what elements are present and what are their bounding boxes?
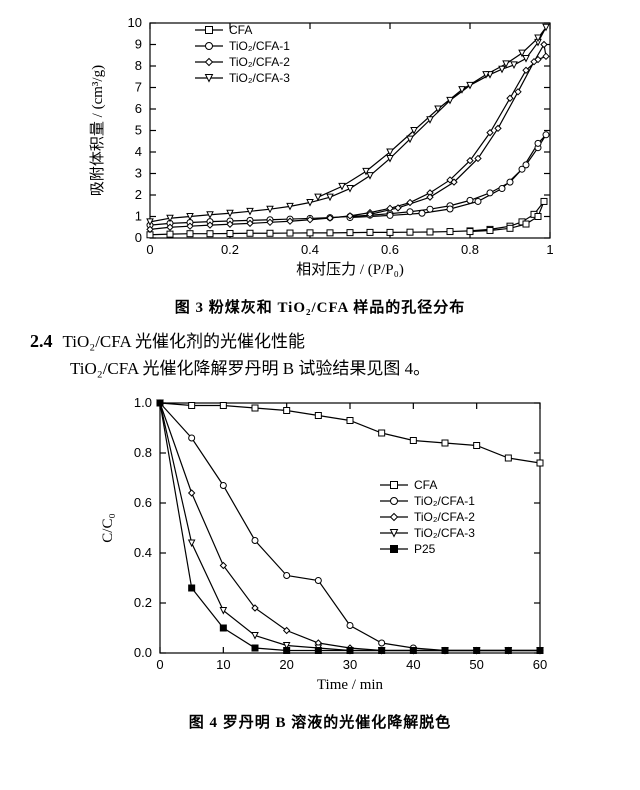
svg-text:30: 30 bbox=[343, 657, 357, 672]
svg-text:20: 20 bbox=[279, 657, 293, 672]
fig4-chart: 0 10 20 30 40 50 60 0.0 0.2 0.4 0.6 0.8 1.0 Time / mi… bbox=[70, 385, 570, 705]
fig4-caption: 图 4 罗丹明 B 溶液的光催化降解脱色 bbox=[189, 711, 452, 732]
svg-text:TiO₂/CFA-3: TiO₂/CFA-3 bbox=[414, 526, 475, 540]
svg-text:0.4: 0.4 bbox=[301, 242, 319, 257]
svg-text:CFA: CFA bbox=[414, 478, 437, 492]
svg-text:TiO₂/CFA-3: TiO₂/CFA-3 bbox=[229, 71, 290, 85]
svg-text:0.0: 0.0 bbox=[134, 645, 152, 660]
svg-text:TiO₂/CFA-2: TiO₂/CFA-2 bbox=[414, 510, 475, 524]
section-number: 2.4 bbox=[30, 331, 53, 352]
svg-text:0.2: 0.2 bbox=[134, 595, 152, 610]
svg-text:50: 50 bbox=[469, 657, 483, 672]
svg-text:60: 60 bbox=[533, 657, 547, 672]
svg-text:0: 0 bbox=[146, 242, 153, 257]
svg-text:相对压力 / (P/P₀): 相对压力 / (P/P₀) bbox=[296, 261, 404, 278]
svg-text:1.0: 1.0 bbox=[134, 395, 152, 410]
svg-text:8: 8 bbox=[135, 58, 142, 73]
section-title: TiO₂/CFA 光催化剂的光催化性能 bbox=[63, 327, 306, 352]
svg-text:5: 5 bbox=[135, 123, 142, 138]
figure-4: 0 10 20 30 40 50 60 0.0 0.2 0.4 0.6 0.8 1.0 Time / mi… bbox=[10, 385, 630, 740]
svg-text:3: 3 bbox=[135, 166, 142, 181]
svg-text:4: 4 bbox=[135, 144, 142, 159]
svg-text:0.6: 0.6 bbox=[381, 242, 399, 257]
svg-text:6: 6 bbox=[135, 101, 142, 116]
svg-text:1: 1 bbox=[546, 242, 553, 257]
svg-text:C/C₀: C/C₀ bbox=[100, 513, 116, 542]
svg-text:TiO₂/CFA-1: TiO₂/CFA-1 bbox=[414, 494, 475, 508]
svg-text:P25: P25 bbox=[414, 542, 436, 556]
svg-text:0.4: 0.4 bbox=[134, 545, 152, 560]
svg-text:0.2: 0.2 bbox=[221, 242, 239, 257]
section-body: TiO₂/CFA 光催化降解罗丹明 B 试验结果见图 4。 bbox=[70, 354, 630, 379]
fig3-chart: 00.20.40.60.81012345678910相对压力 / (P/P₀)吸… bbox=[60, 5, 580, 290]
svg-text:TiO₂/CFA-2: TiO₂/CFA-2 bbox=[229, 55, 290, 69]
svg-text:0: 0 bbox=[156, 657, 163, 672]
svg-text:0.6: 0.6 bbox=[134, 495, 152, 510]
svg-text:10: 10 bbox=[216, 657, 230, 672]
svg-text:9: 9 bbox=[135, 37, 142, 52]
section-heading: 2.4 TiO₂/CFA 光催化剂的光催化性能 bbox=[30, 327, 630, 352]
figure-3: 00.20.40.60.81012345678910相对压力 / (P/P₀)吸… bbox=[10, 5, 630, 325]
svg-text:1: 1 bbox=[135, 209, 142, 224]
svg-text:0.8: 0.8 bbox=[134, 445, 152, 460]
svg-text:7: 7 bbox=[135, 80, 142, 95]
svg-text:2: 2 bbox=[135, 187, 142, 202]
svg-text:40: 40 bbox=[406, 657, 420, 672]
svg-text:CFA: CFA bbox=[229, 23, 252, 37]
svg-text:吸附体积量 / (cm³/g): 吸附体积量 / (cm³/g) bbox=[89, 65, 106, 196]
svg-text:Time / min: Time / min bbox=[317, 677, 384, 693]
svg-text:0: 0 bbox=[135, 230, 142, 245]
svg-text:0.8: 0.8 bbox=[461, 242, 479, 257]
svg-text:10: 10 bbox=[128, 15, 142, 30]
fig3-caption: 图 3 粉煤灰和 TiO₂/CFA 样品的孔径分布 bbox=[175, 296, 466, 317]
svg-text:TiO₂/CFA-1: TiO₂/CFA-1 bbox=[229, 39, 290, 53]
